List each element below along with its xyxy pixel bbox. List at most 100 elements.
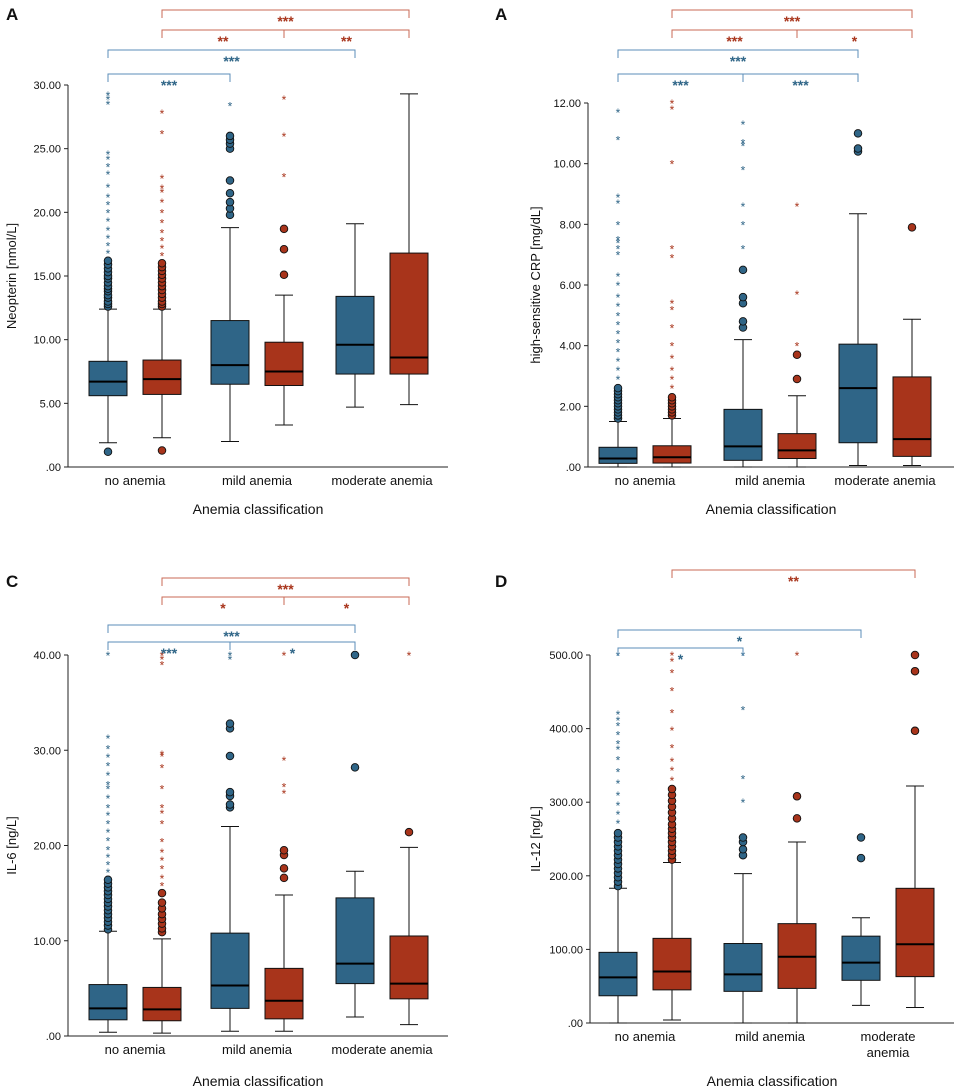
outlier-circle: [157, 259, 167, 268]
outlier-star: *: [616, 346, 621, 360]
outlier-star: *: [670, 774, 675, 788]
outlier-star: *: [741, 118, 746, 132]
box-iqr: [389, 252, 429, 375]
outlier-star: *: [795, 288, 800, 302]
outlier-star: *: [160, 748, 165, 762]
outlier-star: *: [616, 309, 621, 323]
x-tick-label: no anemia: [105, 473, 166, 488]
outlier-star: *: [160, 750, 165, 764]
outlier-star: *: [228, 649, 233, 663]
significance-label: ***: [730, 53, 747, 69]
y-tick-label: 10.00: [553, 159, 581, 171]
box-no-anemia-red: **********: [652, 649, 692, 1021]
bracket-line: [617, 647, 744, 656]
y-tick-label: 30.00: [33, 80, 61, 92]
outlier-star: *: [160, 854, 165, 868]
outlier-star: *: [670, 340, 675, 354]
box-iqr: [264, 967, 304, 1020]
outlier-star: *: [616, 300, 621, 314]
bracket-line: [107, 49, 356, 58]
outlier-star: *: [616, 789, 621, 803]
outlier-star: *: [670, 97, 675, 111]
outlier-star: *: [160, 782, 165, 796]
outlier-circle: [103, 256, 113, 265]
outlier-star: *: [616, 728, 621, 742]
significance-label: ***: [726, 33, 743, 49]
outlier-circle: [157, 888, 167, 898]
y-tick-label: 6.00: [560, 280, 581, 292]
outlier-star: *: [616, 364, 621, 378]
outlier-star: *: [616, 737, 621, 751]
outlier-star: *: [106, 168, 111, 182]
significance-bracket: **: [161, 596, 410, 616]
outlier-circle: [225, 800, 235, 809]
outlier-star: *: [160, 217, 165, 231]
outlier-star: *: [616, 765, 621, 779]
box-mild-anemia-red: ****: [264, 649, 304, 1032]
y-tick-label: 5.00: [40, 398, 61, 410]
bracket-line: [107, 641, 356, 650]
box-iqr: [838, 343, 878, 444]
outlier-star: *: [616, 337, 621, 351]
significance-bracket: *: [617, 647, 744, 667]
outlier-circle: [853, 129, 863, 138]
box-moderate-anemia-blue: [335, 650, 375, 1018]
x-tick-label: no anemia: [105, 1042, 166, 1057]
y-tick-label: 400.00: [549, 724, 583, 736]
outlier-star: *: [616, 328, 621, 342]
x-tick-label: moderate anemia: [331, 1042, 433, 1057]
outlier-star: *: [670, 373, 675, 387]
significance-label: *: [290, 645, 296, 661]
outlier-star: *: [741, 164, 746, 178]
y-tick-label: .00: [568, 1018, 583, 1030]
outlier-star: *: [160, 761, 165, 775]
outlier-star: *: [160, 659, 165, 673]
outlier-circle: [103, 447, 113, 456]
y-tick-label: 100.00: [549, 944, 583, 956]
box-moderate-anemia-blue: [841, 833, 881, 1006]
significance-label: ***: [161, 645, 178, 661]
bracket-line: [671, 29, 913, 38]
outlier-star: *: [160, 872, 165, 886]
box-iqr: [895, 887, 935, 978]
x-axis-title: Anemia classification: [707, 1073, 838, 1089]
significance-label: **: [218, 33, 229, 49]
bracket-line: [161, 29, 410, 38]
box-mild-anemia-blue: *: [210, 99, 250, 443]
outlier-star: *: [106, 153, 111, 167]
outlier-circle: [279, 864, 289, 873]
outlier-star: *: [106, 215, 111, 229]
significance-label: ***: [672, 77, 689, 93]
y-axis-title: high-sensitive CRP [mg/dL]: [528, 206, 543, 363]
outlier-star: *: [670, 755, 675, 769]
box-no-anemia-red: ************: [142, 107, 182, 455]
x-tick-label: moderate anemia: [331, 473, 433, 488]
outlier-star: *: [616, 754, 621, 768]
bracket-line: [617, 49, 859, 58]
outlier-star: *: [741, 796, 746, 810]
y-tick-label: .00: [566, 462, 581, 474]
y-tick-label: 25.00: [33, 144, 61, 156]
outlier-star: *: [106, 232, 111, 246]
outlier-circle: [738, 833, 748, 842]
outlier-star: *: [616, 270, 621, 284]
outlier-star: *: [160, 649, 165, 663]
significance-bracket: ****: [107, 641, 356, 661]
outlier-star: *: [106, 782, 111, 796]
outlier-circle: [792, 374, 802, 384]
y-tick-label: 40.00: [33, 650, 61, 662]
outlier-star: *: [616, 799, 621, 813]
outlier-star: *: [616, 234, 621, 248]
outlier-star: *: [670, 352, 675, 366]
outlier-star: *: [795, 340, 800, 354]
y-axis-title: IL-6 [ng/L]: [4, 816, 19, 875]
outlier-star: *: [106, 742, 111, 756]
outlier-star: *: [160, 653, 165, 667]
outlier-star: *: [160, 182, 165, 196]
outlier-star: *: [670, 742, 675, 756]
bracket-line: [671, 9, 913, 18]
box-iqr: [142, 359, 182, 395]
x-axis-title: Anemia classification: [706, 501, 837, 517]
outlier-star: *: [741, 703, 746, 717]
outlier-star: *: [616, 291, 621, 305]
